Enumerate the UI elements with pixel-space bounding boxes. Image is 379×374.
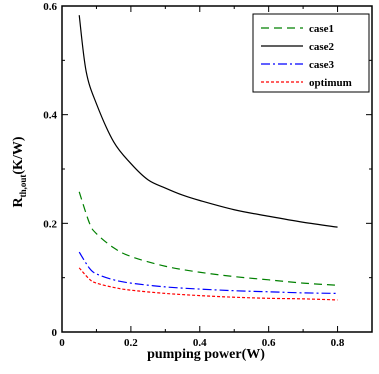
legend-label-case2: case2 — [309, 41, 335, 53]
legend-box — [252, 13, 370, 93]
x-tick-label: 0.6 — [262, 337, 276, 349]
series-line-case1 — [78, 191, 338, 286]
y-axis-title-main: R — [11, 197, 26, 208]
series-line-case2 — [78, 15, 338, 228]
y-axis-title-suffix: (K/W) — [11, 136, 26, 174]
legend-label-optimum: optimum — [309, 77, 352, 89]
x-tick-label: 0 — [59, 337, 65, 349]
x-tick-label: 0.8 — [331, 337, 345, 349]
legend: case1 case2 case3 optimum — [252, 13, 370, 93]
y-tick-label: 0.4 — [43, 110, 57, 122]
y-tick-label: 0.6 — [43, 1, 57, 13]
y-tick-label: 0 — [52, 327, 58, 339]
x-tick-label: 0.2 — [124, 337, 138, 349]
y-tick-label: 0.2 — [43, 218, 57, 230]
x-tick-label: 0.4 — [193, 337, 207, 349]
y-axis-title: Rth,out(K/W) — [11, 136, 28, 207]
x-axis-title: pumping power(W) — [147, 347, 265, 362]
y-axis-title-subscript: th,out — [18, 175, 28, 198]
legend-label-case3: case3 — [309, 59, 335, 71]
series-line-optimum — [78, 267, 338, 301]
series-line-case3 — [78, 251, 338, 295]
legend-label-case1: case1 — [309, 23, 334, 35]
